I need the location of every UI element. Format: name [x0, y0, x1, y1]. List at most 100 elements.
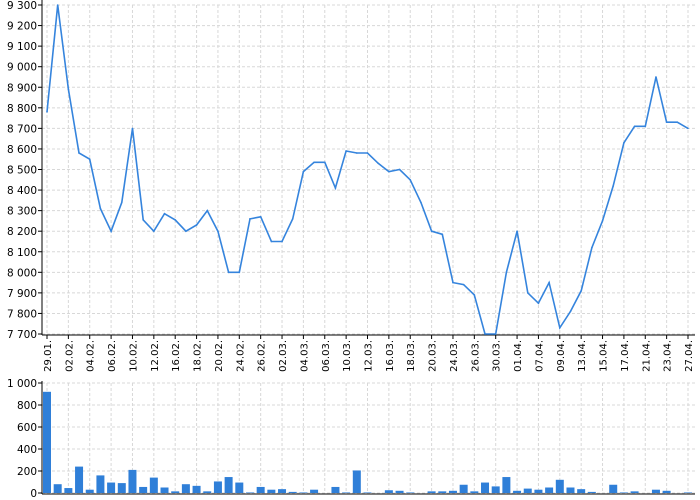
x-tick-label: 09.04.	[556, 340, 567, 372]
y-tick-label: 8 200	[7, 226, 37, 238]
volume-bar	[545, 487, 554, 493]
x-tick-label: 26.03.	[470, 340, 481, 372]
data-point	[398, 168, 401, 171]
volume-bar	[577, 489, 586, 493]
volume-bar	[427, 491, 436, 493]
x-tick-label: 06.03.	[321, 340, 332, 372]
y-tick-label: 8 000	[7, 267, 37, 279]
data-point	[67, 88, 70, 91]
data-point	[78, 152, 80, 154]
x-tick-label: 06.02.	[107, 340, 118, 372]
volume-bar	[363, 492, 372, 493]
volume-bar	[609, 484, 618, 493]
x-tick-label: 30.03.	[492, 340, 503, 372]
x-tick-label: 29.01.	[43, 340, 54, 372]
data-point	[217, 230, 219, 232]
data-point	[601, 220, 604, 222]
data-point	[163, 212, 166, 215]
volume-bar	[203, 491, 212, 493]
data-point	[195, 224, 198, 226]
y-tick-label: 9 100	[7, 41, 37, 53]
data-point	[110, 230, 112, 232]
volume-bar	[310, 489, 319, 493]
volume-bar	[107, 482, 116, 493]
volume-bar	[245, 492, 254, 493]
volume-bar	[619, 492, 628, 493]
data-point	[484, 333, 486, 335]
x-tick-label: 15.04.	[599, 340, 610, 372]
volume-bar	[491, 486, 500, 493]
y-tick-label: 1 000	[7, 378, 37, 390]
data-point	[313, 161, 315, 164]
data-point	[56, 4, 59, 6]
x-tick-label: 10.03.	[342, 340, 353, 372]
data-point	[644, 125, 647, 128]
volume-bar	[139, 486, 148, 493]
data-point	[120, 201, 123, 204]
data-point	[612, 185, 615, 187]
x-tick-label: 07.04.	[534, 340, 545, 372]
volume-bar	[555, 479, 564, 493]
data-point	[409, 178, 412, 181]
data-point	[131, 127, 134, 130]
x-tick-label: 01.04.	[513, 340, 524, 372]
data-point	[559, 327, 561, 329]
volume-bar	[160, 487, 169, 493]
x-tick-label: 18.02.	[193, 340, 204, 372]
volume-bar	[587, 491, 596, 493]
x-tick-label: 26.02.	[257, 340, 268, 372]
volume-bar	[117, 483, 126, 493]
data-point	[548, 281, 550, 284]
volume-bar	[43, 391, 51, 493]
x-tick-label: 02.02.	[64, 340, 75, 372]
y-tick-label: 8 700	[7, 123, 37, 135]
data-point	[526, 292, 529, 294]
y-tick-label: 9 000	[7, 62, 37, 74]
volume-bar	[502, 477, 511, 493]
data-point	[99, 207, 102, 210]
data-point	[569, 310, 572, 313]
data-point	[420, 201, 422, 204]
x-tick-label: 04.02.	[86, 340, 97, 372]
volume-bar	[630, 491, 639, 493]
data-point	[238, 271, 241, 274]
volume-bar	[267, 489, 276, 493]
data-point	[516, 230, 518, 232]
y-tick-label: 600	[17, 422, 37, 434]
x-tick-label: 12.02.	[150, 340, 161, 372]
data-point	[259, 215, 262, 218]
data-point	[142, 219, 144, 221]
volume-bar	[149, 477, 158, 493]
volume-bar	[395, 490, 404, 493]
y-tick-label: 8 500	[7, 165, 37, 177]
y-tick-label: 9 200	[7, 21, 37, 33]
volume-bar	[64, 488, 73, 493]
x-tick-label: 20.03.	[428, 340, 439, 372]
data-point	[441, 233, 444, 236]
data-point	[206, 209, 209, 212]
data-point	[174, 219, 176, 221]
y-tick-label: 8 100	[7, 247, 37, 259]
y-tick-label: 7 800	[7, 308, 37, 320]
data-point	[505, 271, 508, 274]
data-point	[494, 333, 497, 335]
data-point	[185, 230, 187, 232]
volume-bar	[651, 489, 660, 493]
data-point	[377, 162, 379, 165]
data-point	[88, 158, 91, 161]
volume-bar	[288, 491, 297, 493]
volume-bar	[352, 470, 361, 493]
data-point	[323, 161, 326, 164]
data-point	[676, 121, 679, 124]
data-point	[430, 230, 433, 232]
x-tick-label: 18.03.	[406, 340, 417, 372]
data-point	[623, 141, 625, 144]
y-tick-label: 8 800	[7, 103, 37, 115]
volume-bar	[299, 492, 308, 493]
volume-bar	[406, 492, 415, 493]
volume-bar	[224, 477, 233, 493]
data-point	[227, 271, 230, 274]
volume-bar	[171, 491, 180, 493]
x-tick-label: 24.02.	[235, 340, 246, 372]
